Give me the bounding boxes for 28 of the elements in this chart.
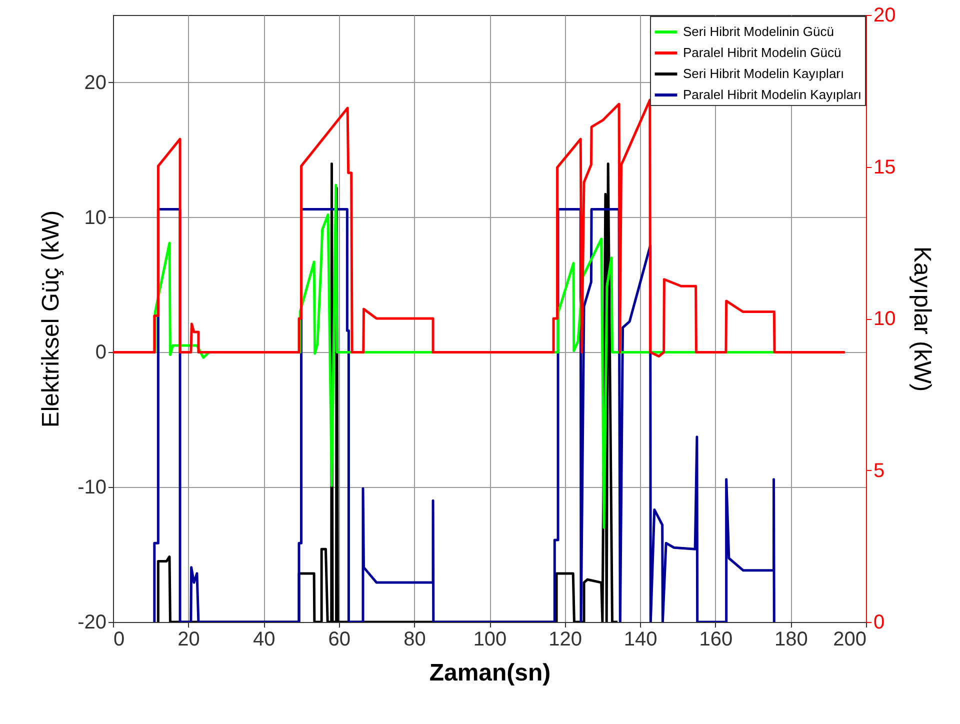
x-tick-label: 100 (473, 628, 507, 650)
y-tick-label: -10 (78, 476, 106, 499)
x-tick-label: 80 (404, 628, 426, 650)
x-tick-label: 60 (328, 628, 351, 650)
legend-label: Paralel Hibrit Modelin Kayıpları (683, 87, 862, 102)
y-tick-label: -20 (78, 612, 106, 634)
y2-tick-label: 10 (874, 308, 896, 330)
x-tick-label: 140 (624, 628, 658, 650)
y2-tick-label: 5 (874, 460, 885, 482)
legend-label: Seri Hibrit Modelin Kayıpları (683, 66, 844, 81)
y-axis-title: Elektriksel Güç (kW) (38, 210, 65, 428)
y2-tick-label: 0 (874, 612, 885, 634)
x-tick-label: 40 (252, 628, 276, 650)
x-tick-label: 200 (833, 628, 866, 650)
y-tick-label: 0 (95, 342, 106, 364)
x-axis-title: Zaman(sn) (429, 660, 551, 686)
legend-label: Seri Hibrit Modelinin Gücü (683, 24, 834, 39)
x-tick-label: 180 (774, 628, 808, 650)
x-tick-label: 20 (178, 628, 200, 650)
legend-label: Paralel Hibrit Modelin Gücü (683, 45, 842, 60)
y-tick-label: 20 (84, 72, 106, 94)
y2-axis-title: Kayıplar (kW) (908, 246, 936, 392)
y2-tick-label: 20 (874, 4, 896, 26)
y2-tick-label: 15 (874, 156, 896, 178)
y-tick-label: 10 (84, 206, 106, 229)
x-tick-label: 120 (548, 628, 582, 650)
x-tick-label: 0 (114, 628, 125, 650)
x-tick-label: 160 (699, 628, 733, 650)
